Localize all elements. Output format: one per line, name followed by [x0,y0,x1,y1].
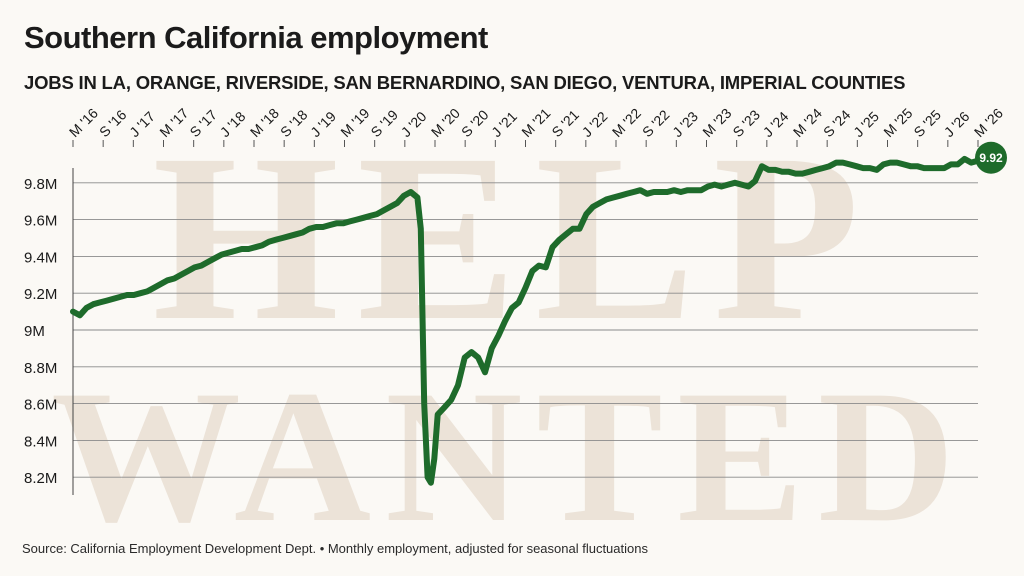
y-tick-label: 9.2M [24,286,57,303]
chart-title: Southern California employment [24,20,488,55]
x-tick-label: S '23 [729,106,763,140]
x-tick-label: J '22 [579,108,611,140]
x-tick-label: J '17 [126,108,158,140]
x-tick-label: S '16 [96,106,130,140]
y-tick-label: 8.4M [24,433,57,450]
x-tick-label: S '19 [367,106,401,140]
x-tick-label: S '22 [639,106,673,140]
x-tick-label: M '20 [428,105,463,140]
x-tick-label: J '20 [398,108,430,140]
x-tick-label: S '21 [548,106,582,140]
x-tick-label: J '18 [217,108,249,140]
x-tick-label: S '25 [910,106,944,140]
x-tick-label: J '19 [307,108,339,140]
end-point-marker [975,141,1007,174]
y-tick-label: 8.8M [24,360,57,377]
x-tick-label: M '23 [699,105,734,140]
x-tick-label: M '19 [337,105,372,140]
x-tick-label: M '16 [66,105,101,140]
x-tick-label: S '17 [186,106,220,140]
x-tick-label: J '24 [760,108,792,140]
series-line-employment [70,155,981,486]
y-tick-label: 8.6M [24,397,57,414]
x-tick-label: J '26 [941,108,973,140]
x-tick-label: M '24 [790,105,825,140]
x-tick-label: M '25 [880,105,915,140]
y-tick-label: 9.4M [24,249,57,266]
y-tick-label: 9.8M [24,176,57,193]
x-tick-label: M '26 [971,105,1006,140]
source-note: Source: California Employment Developmen… [22,541,648,556]
y-tick-label: 9.6M [24,213,57,230]
x-tick-label: S '18 [277,106,311,140]
x-tick-label: M '17 [156,105,191,140]
x-tick-label: S '24 [820,106,854,140]
x-tick-label: J '25 [850,108,882,140]
x-tick-label: M '18 [247,105,282,140]
x-tick-label: M '21 [518,105,553,140]
end-value-label: 9.92 [979,151,1003,165]
x-tick-label: J '23 [669,108,701,140]
y-tick-label: 9M [24,323,45,340]
x-tick-label: M '22 [609,105,644,140]
y-tick-label: 8.2M [24,470,57,487]
x-tick-label: J '21 [488,108,520,140]
x-tick-label: S '20 [458,106,492,140]
chart-subtitle: JOBS IN LA, ORANGE, RIVERSIDE, SAN BERNA… [24,72,906,93]
